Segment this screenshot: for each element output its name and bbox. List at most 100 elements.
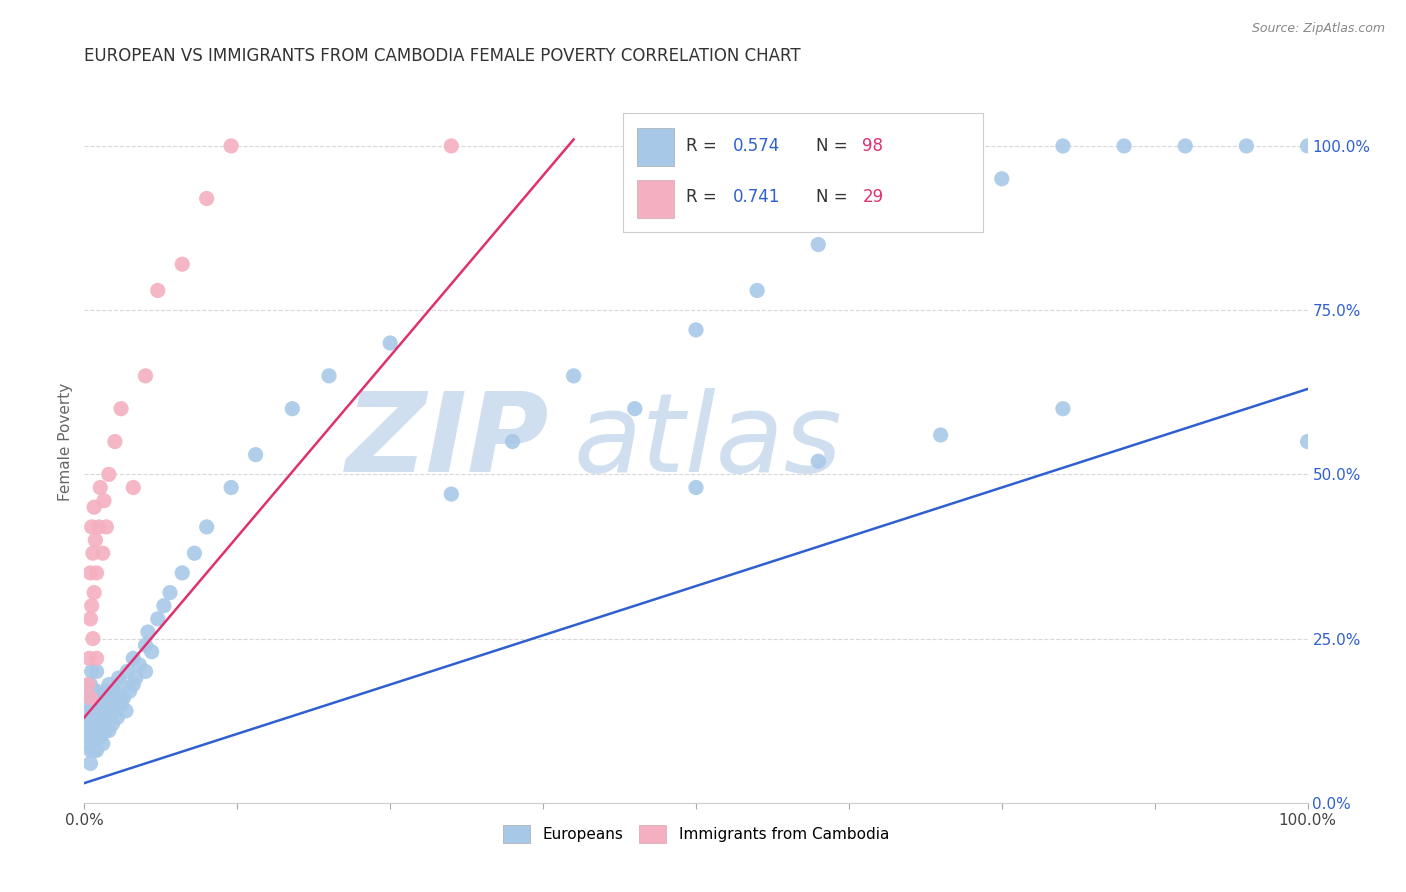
Point bbox=[100, 698, 122, 712]
Point bbox=[135, 665, 157, 679]
Point bbox=[110, 677, 132, 691]
Point bbox=[79, 566, 101, 580]
Point bbox=[1052, 401, 1074, 416]
Point bbox=[82, 737, 104, 751]
Point bbox=[84, 710, 107, 724]
Point bbox=[624, 401, 647, 416]
Point bbox=[118, 684, 141, 698]
Text: 29: 29 bbox=[862, 188, 883, 206]
Text: EUROPEAN VS IMMIGRANTS FROM CAMBODIA FEMALE POVERTY CORRELATION CHART: EUROPEAN VS IMMIGRANTS FROM CAMBODIA FEM… bbox=[84, 47, 801, 65]
Point bbox=[219, 139, 242, 153]
Point bbox=[245, 448, 267, 462]
Point bbox=[112, 690, 135, 705]
Point bbox=[80, 710, 103, 724]
Point bbox=[77, 730, 100, 744]
Point bbox=[77, 737, 100, 751]
Point bbox=[94, 723, 117, 738]
Point bbox=[747, 284, 769, 298]
Point bbox=[122, 677, 145, 691]
Point bbox=[91, 546, 114, 560]
Point bbox=[219, 481, 242, 495]
Point bbox=[104, 704, 127, 718]
Legend: Europeans, Immigrants from Cambodia: Europeans, Immigrants from Cambodia bbox=[496, 819, 896, 849]
Point bbox=[82, 632, 104, 646]
Point bbox=[77, 684, 100, 698]
Point bbox=[87, 717, 110, 731]
Text: N =: N = bbox=[815, 188, 852, 206]
Point bbox=[97, 723, 120, 738]
Point bbox=[96, 710, 118, 724]
Point bbox=[86, 723, 108, 738]
Point bbox=[84, 730, 107, 744]
FancyBboxPatch shape bbox=[623, 112, 983, 232]
Y-axis label: Female Poverty: Female Poverty bbox=[58, 383, 73, 500]
Point bbox=[146, 284, 169, 298]
Point bbox=[440, 487, 463, 501]
Point bbox=[84, 690, 107, 705]
Point bbox=[79, 704, 101, 718]
Point bbox=[82, 698, 104, 712]
Point bbox=[104, 434, 127, 449]
Point bbox=[83, 723, 105, 738]
Point bbox=[1296, 139, 1319, 153]
Point bbox=[83, 500, 105, 515]
Point bbox=[93, 704, 115, 718]
Point bbox=[86, 684, 108, 698]
Point bbox=[97, 704, 120, 718]
Point bbox=[79, 723, 101, 738]
Point bbox=[79, 743, 101, 757]
Point bbox=[115, 665, 138, 679]
Point bbox=[103, 684, 125, 698]
Point bbox=[380, 336, 402, 351]
Point bbox=[172, 257, 194, 271]
Text: 98: 98 bbox=[862, 137, 883, 155]
Point bbox=[318, 368, 340, 383]
Point bbox=[107, 671, 129, 685]
Point bbox=[91, 737, 114, 751]
Point bbox=[159, 585, 181, 599]
Point bbox=[77, 710, 100, 724]
Point bbox=[122, 481, 145, 495]
Point bbox=[90, 710, 112, 724]
Point bbox=[89, 730, 111, 744]
Point bbox=[86, 566, 108, 580]
Point bbox=[82, 546, 104, 560]
Point bbox=[135, 638, 157, 652]
Point bbox=[153, 599, 176, 613]
Point bbox=[807, 237, 830, 252]
Point bbox=[136, 625, 159, 640]
Point bbox=[80, 665, 103, 679]
Point bbox=[97, 677, 120, 691]
Point bbox=[89, 690, 111, 705]
Point bbox=[991, 171, 1014, 186]
Point bbox=[84, 533, 107, 547]
Point bbox=[96, 520, 118, 534]
Point bbox=[91, 690, 114, 705]
Point bbox=[86, 743, 108, 757]
Point bbox=[80, 599, 103, 613]
Point bbox=[146, 612, 169, 626]
Point bbox=[685, 323, 707, 337]
Point bbox=[440, 139, 463, 153]
Point bbox=[87, 698, 110, 712]
Point bbox=[128, 657, 150, 672]
Point bbox=[77, 677, 100, 691]
Point bbox=[502, 434, 524, 449]
Point bbox=[86, 651, 108, 665]
Point bbox=[1114, 139, 1136, 153]
Point bbox=[105, 690, 128, 705]
Point bbox=[80, 520, 103, 534]
Point bbox=[281, 401, 304, 416]
Point bbox=[79, 756, 101, 771]
Point bbox=[105, 710, 128, 724]
Point bbox=[562, 368, 585, 383]
Point bbox=[115, 704, 138, 718]
Text: R =: R = bbox=[686, 137, 723, 155]
Point bbox=[929, 428, 952, 442]
Point bbox=[79, 612, 101, 626]
Bar bbox=[637, 128, 673, 167]
Text: ZIP: ZIP bbox=[346, 388, 550, 495]
Point bbox=[83, 585, 105, 599]
Point bbox=[77, 651, 100, 665]
Point bbox=[172, 566, 194, 580]
